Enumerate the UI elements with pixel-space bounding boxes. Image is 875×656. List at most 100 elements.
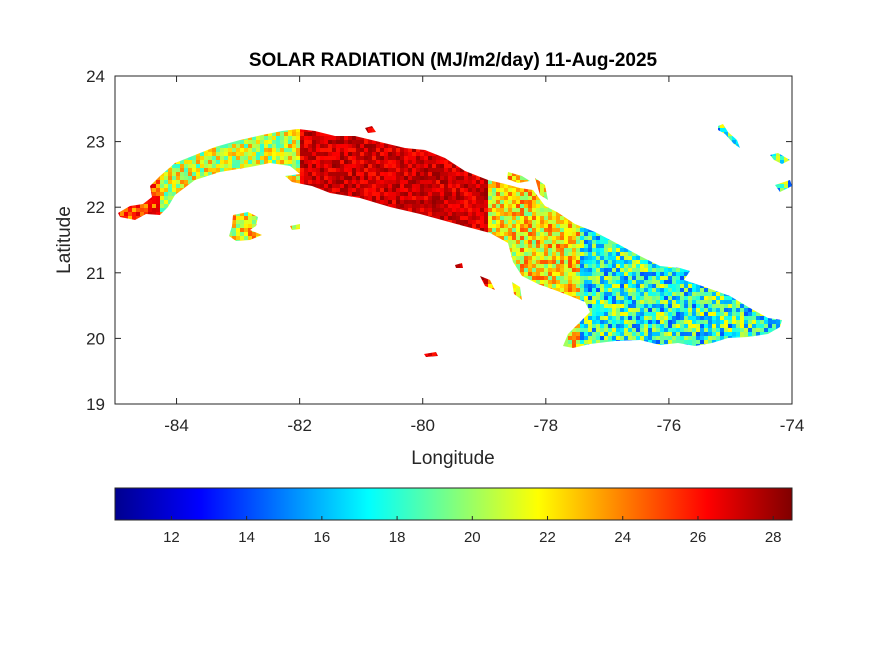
heatmap-cell xyxy=(160,204,164,208)
heatmap-cell xyxy=(360,168,364,172)
heatmap-cell xyxy=(228,148,232,152)
heatmap-cell xyxy=(324,152,328,156)
heatmap-cell xyxy=(248,236,252,240)
heatmap-cell xyxy=(480,212,484,216)
heatmap-cell xyxy=(336,176,340,180)
heatmap-cell xyxy=(372,200,376,204)
heatmap-cell xyxy=(284,160,288,164)
heatmap-cell xyxy=(184,164,188,168)
heatmap-cell xyxy=(464,224,468,228)
heatmap-cell xyxy=(292,148,296,152)
heatmap-cell xyxy=(476,188,480,192)
heatmap-cell xyxy=(232,156,236,160)
heatmap-cell xyxy=(284,132,288,136)
heatmap-cell xyxy=(460,184,464,188)
heatmap-cell xyxy=(252,216,256,220)
heatmap-cell xyxy=(512,192,516,196)
heatmap-cell xyxy=(352,164,356,168)
heatmap-cell xyxy=(260,160,264,164)
heatmap-cell xyxy=(468,212,472,216)
heatmap-cell xyxy=(780,184,784,188)
heatmap-cell xyxy=(400,204,404,208)
heatmap-cell xyxy=(720,124,724,128)
heatmap-cell xyxy=(296,180,300,184)
heatmap-cell xyxy=(392,188,396,192)
heatmap-cell xyxy=(340,152,344,156)
heatmap-cell xyxy=(476,216,480,220)
heatmap-cell xyxy=(440,184,444,188)
heatmap-cell xyxy=(320,176,324,180)
heatmap-cell xyxy=(380,188,384,192)
heatmap-cell xyxy=(376,180,380,184)
heatmap-cell xyxy=(488,192,492,196)
heatmap-cell xyxy=(252,136,256,140)
heatmap-cell xyxy=(436,168,440,172)
heatmap-cell xyxy=(468,208,472,212)
heatmap-cell xyxy=(460,196,464,200)
heatmap-cell xyxy=(248,144,252,148)
heatmap-cell xyxy=(484,228,488,232)
heatmap-cell xyxy=(464,200,468,204)
heatmap-cell xyxy=(244,144,248,148)
heatmap-cell xyxy=(144,208,148,212)
heatmap-cell xyxy=(552,220,556,224)
heatmap-cell xyxy=(424,164,428,168)
heatmap-cell xyxy=(300,148,304,152)
heatmap-cell xyxy=(308,168,312,172)
heatmap-cell xyxy=(512,224,516,228)
heatmap-cell xyxy=(412,164,416,168)
heatmap-cell xyxy=(452,184,456,188)
heatmap-cell xyxy=(568,220,572,224)
heatmap-cell xyxy=(292,144,296,148)
heatmap-cell xyxy=(336,152,340,156)
heatmap-cell xyxy=(528,208,532,212)
heatmap-cell xyxy=(504,192,508,196)
heatmap-cell xyxy=(200,164,204,168)
heatmap-cell xyxy=(416,184,420,188)
heatmap-cell xyxy=(224,152,228,156)
heatmap-cell xyxy=(532,220,536,224)
heatmap-cell xyxy=(512,176,516,180)
heatmap-cell xyxy=(260,152,264,156)
heatmap-cell xyxy=(368,144,372,148)
heatmap-cell xyxy=(432,208,436,212)
heatmap-cell xyxy=(392,148,396,152)
heatmap-cell xyxy=(492,204,496,208)
heatmap-cell xyxy=(588,232,592,236)
heatmap-cell xyxy=(152,200,156,204)
heatmap-cell xyxy=(124,216,128,220)
heatmap-cell xyxy=(188,172,192,176)
heatmap-cell xyxy=(464,184,468,188)
heatmap-cell xyxy=(532,216,536,220)
heatmap-cell xyxy=(436,176,440,180)
heatmap-cell xyxy=(492,228,496,232)
heatmap-cell xyxy=(564,228,568,232)
heatmap-cell xyxy=(496,228,500,232)
heatmap-cell xyxy=(556,232,560,236)
heatmap-cell xyxy=(388,180,392,184)
heatmap-cell xyxy=(156,196,160,200)
heatmap-cell xyxy=(228,144,232,148)
heatmap-cell xyxy=(284,148,288,152)
heatmap-cell xyxy=(176,184,180,188)
heatmap-cell xyxy=(212,156,216,160)
heatmap-cell xyxy=(368,180,372,184)
heatmap-cell xyxy=(552,224,556,228)
heatmap-cell xyxy=(544,228,548,232)
heatmap-cell xyxy=(220,156,224,160)
heatmap-cell xyxy=(468,180,472,184)
heatmap-cell xyxy=(456,168,460,172)
heatmap-cell xyxy=(240,228,244,232)
heatmap-cell xyxy=(524,188,528,192)
heatmap-cell xyxy=(220,148,224,152)
heatmap-cell xyxy=(296,136,300,140)
heatmap-cell xyxy=(484,196,488,200)
heatmap-cell xyxy=(540,228,544,232)
heatmap-cell xyxy=(304,152,308,156)
heatmap-cell xyxy=(312,180,316,184)
heatmap-cell xyxy=(396,156,400,160)
heatmap-cell xyxy=(492,208,496,212)
heatmap-cell xyxy=(200,172,204,176)
heatmap-cell xyxy=(336,160,340,164)
heatmap-cell xyxy=(136,208,140,212)
